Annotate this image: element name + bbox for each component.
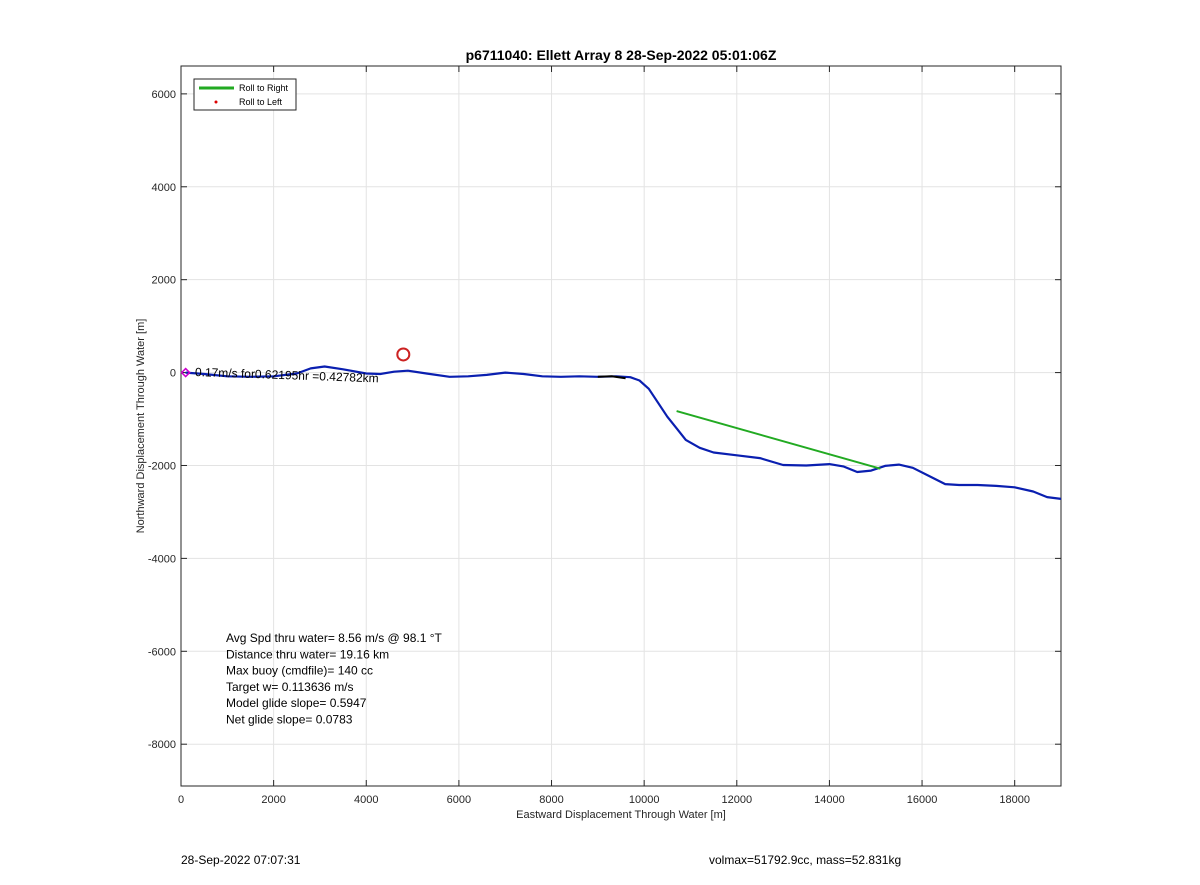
stats-line: Max buoy (cmdfile)= 140 cc [226,664,373,678]
legend-dot-swatch [214,100,218,104]
x-tick-label: 10000 [629,794,660,806]
marker-diamond [180,367,191,378]
stats-line: Distance thru water= 19.16 km [226,647,389,661]
axes-box [180,65,1062,787]
x-tick-label: 16000 [907,794,938,806]
y-tick-label: 6000 [152,89,176,101]
x-tick-label: 0 [178,794,184,806]
annotation: 0.17m/s for0.62195hr =0.42782km [195,365,379,385]
x-tick-label: 12000 [721,794,752,806]
y-tick-label: -4000 [148,553,176,565]
stats-line: Target w= 0.113636 m/s [226,680,354,694]
x-tick-label: 8000 [539,794,563,806]
x-axis-label: Eastward Displacement Through Water [m] [516,809,726,821]
legend-label: Roll to Left [239,97,283,107]
legend-label: Roll to Right [239,83,289,93]
y-tick-label: 4000 [152,182,176,194]
legend-box [193,78,297,111]
y-tick-label: 0 [170,368,176,380]
x-tick-label: 4000 [354,794,378,806]
y-tick-label: -8000 [148,739,176,751]
stats-line: Model glide slope= 0.5947 [226,696,367,710]
footer-vol-mass: volmax=51792.9cc, mass=52.831kg [709,853,902,867]
marker-circle [396,347,411,362]
series-line-0 [185,365,1062,500]
y-axis-label: Northward Displacement Through Water [m] [135,319,147,534]
x-tick-label: 18000 [999,794,1030,806]
footer-timestamp: 28-Sep-2022 07:07:31 [181,853,301,867]
y-tick-label: 2000 [152,275,176,287]
plot-area [181,66,1061,786]
stats-line: Net glide slope= 0.0783 [226,713,353,727]
chart-title: p6711040: Ellett Array 8 28-Sep-2022 05:… [466,47,777,63]
series-line-2 [597,375,626,380]
series-line-1 [676,410,881,470]
y-tick-label: -6000 [148,646,176,658]
x-tick-label: 2000 [261,794,285,806]
x-tick-label: 6000 [447,794,471,806]
y-tick-label: -2000 [148,460,176,472]
x-tick-label: 14000 [814,794,845,806]
stats-line: Avg Spd thru water= 8.56 m/s @ 98.1 °T [226,631,443,645]
